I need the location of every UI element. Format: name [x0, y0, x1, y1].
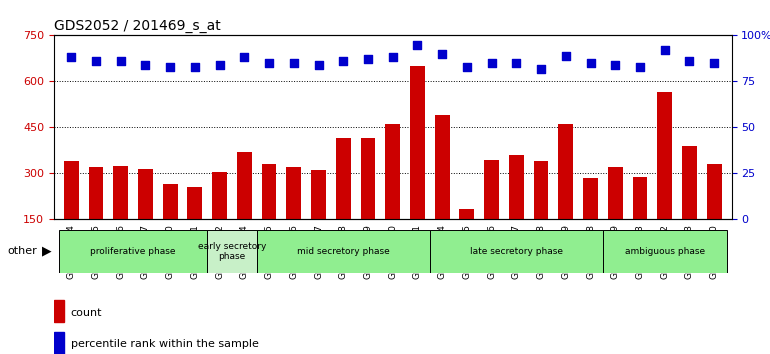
Point [511, 60, 523, 66]
Point [485, 60, 497, 66]
Bar [658, 92, 672, 219]
Point [115, 58, 127, 64]
Text: early secretory
phase: early secretory phase [198, 242, 266, 261]
FancyBboxPatch shape [59, 230, 207, 273]
Bar [54, 332, 64, 354]
Point [560, 53, 572, 58]
Text: count: count [71, 308, 102, 318]
Bar [113, 166, 128, 219]
Bar [213, 172, 227, 219]
Text: late secretory phase: late secretory phase [470, 247, 563, 256]
Point [139, 62, 152, 68]
Point [263, 60, 275, 66]
Bar [64, 161, 79, 219]
Bar [558, 124, 573, 219]
Text: ambiguous phase: ambiguous phase [624, 247, 705, 256]
Bar [311, 170, 326, 219]
Bar [54, 300, 64, 322]
Point [337, 58, 350, 64]
Point [436, 51, 448, 57]
Bar [608, 167, 623, 219]
Point [90, 58, 102, 64]
Bar [162, 184, 178, 219]
Bar [435, 115, 450, 219]
FancyBboxPatch shape [256, 230, 430, 273]
Bar [460, 209, 474, 219]
Bar [534, 161, 548, 219]
Bar [360, 138, 376, 219]
Point [238, 55, 250, 60]
Bar [187, 187, 203, 219]
Bar [583, 178, 598, 219]
Bar [633, 177, 648, 219]
Point [634, 64, 646, 69]
Point [387, 55, 399, 60]
Point [609, 62, 621, 68]
Point [411, 42, 424, 47]
FancyBboxPatch shape [207, 230, 256, 273]
Point [683, 58, 695, 64]
Text: ▶: ▶ [42, 245, 52, 258]
Bar [682, 146, 697, 219]
FancyBboxPatch shape [430, 230, 603, 273]
Bar [509, 155, 524, 219]
Point [213, 62, 226, 68]
Point [288, 60, 300, 66]
Text: percentile rank within the sample: percentile rank within the sample [71, 339, 259, 349]
Bar [262, 164, 276, 219]
Point [362, 57, 374, 62]
Bar [385, 124, 400, 219]
Text: mid secretory phase: mid secretory phase [297, 247, 390, 256]
Point [164, 64, 176, 69]
Point [65, 55, 77, 60]
Point [313, 62, 325, 68]
Text: GDS2052 / 201469_s_at: GDS2052 / 201469_s_at [54, 19, 221, 33]
Bar [707, 164, 721, 219]
Text: proliferative phase: proliferative phase [90, 247, 176, 256]
Bar [410, 66, 425, 219]
Point [460, 64, 473, 69]
Bar [286, 167, 301, 219]
Bar [138, 169, 152, 219]
Point [708, 60, 721, 66]
Bar [336, 138, 350, 219]
Point [189, 64, 201, 69]
Point [535, 66, 547, 72]
Bar [89, 167, 103, 219]
Bar [484, 160, 499, 219]
FancyBboxPatch shape [603, 230, 727, 273]
Point [584, 60, 597, 66]
Text: other: other [8, 246, 38, 256]
Point [658, 47, 671, 53]
Bar [237, 152, 252, 219]
